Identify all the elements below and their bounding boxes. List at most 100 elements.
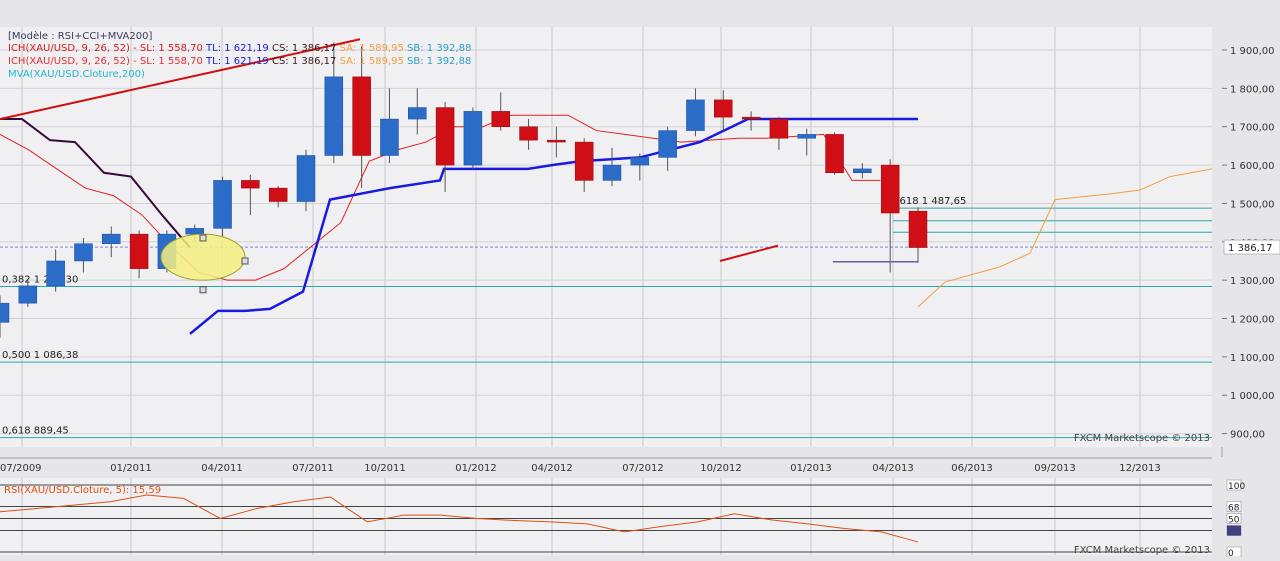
watermark-main: FXCM Marketscope © 2013 [1074, 433, 1210, 444]
rsi-line [0, 494, 919, 543]
y-tick-label: 1 300,00 [1230, 276, 1275, 287]
fib-label: 0,500 1 086,38 [2, 350, 78, 361]
legend-part: SA: 1 589,95 [336, 43, 403, 54]
y-axis-bg [1212, 27, 1280, 447]
price-tag-box [1223, 239, 1280, 255]
candle-body [686, 99, 705, 131]
overlay-annotations [0, 38, 918, 294]
legend-part: SB: 1 392,88 [404, 56, 471, 67]
candle-body [129, 233, 149, 269]
candle-body [0, 302, 10, 323]
grid [0, 27, 1212, 555]
rsi-level-box [1226, 501, 1242, 512]
ellipse-handle [241, 257, 249, 265]
rsi-level-label: 68 [1228, 503, 1240, 513]
legend-part: TL: 1 621,19 [203, 43, 269, 54]
senkou-line [917, 168, 1213, 308]
x-tick-label: 07/2012 [622, 463, 664, 474]
fib-label: 0,382 1 283,30 [2, 275, 78, 286]
candle-body [908, 210, 928, 248]
rsi-level-label: 0 [1228, 549, 1234, 557]
x-tick-label: 07/2011 [292, 463, 334, 474]
y-tick-label: 1 100,00 [1230, 353, 1275, 364]
candle-body [574, 141, 594, 181]
candle-body [268, 187, 288, 202]
x-tick-label: 12/2013 [1119, 463, 1161, 474]
legend-part: CS: 1 386,17 [269, 56, 337, 67]
mva200-line [0, 38, 361, 121]
rsi-level-box [1226, 479, 1242, 491]
rsi-plot-area [0, 478, 1212, 555]
fib-label: 0,618 1 487,65 [890, 196, 966, 207]
price-tag-label: 1 386,17 [1228, 243, 1273, 254]
model-label: [Modèle : RSI+CCI+MVA200] [8, 30, 152, 42]
candle-body [324, 76, 344, 156]
rsi-level-box [1226, 513, 1242, 524]
x-tick-label: 01/2011 [110, 463, 152, 474]
y-tick-label: 1 200,00 [1230, 315, 1275, 326]
candle-body [74, 243, 93, 262]
highlight-ellipse [160, 233, 246, 281]
x-axis: 07/2009 01/2011 04/2011 07/2011 10/2011 01/20… [0, 447, 1212, 478]
y-tick-label: 1 500,00 [1230, 199, 1275, 210]
candle-body [880, 164, 900, 214]
candle-body [352, 76, 371, 156]
candle-body [18, 285, 38, 304]
candle-body [547, 139, 566, 143]
y-tick-label: 1 800,00 [1230, 84, 1275, 95]
x-tick-label: 04/2013 [872, 463, 914, 474]
x-tick-label: 01/2013 [790, 463, 832, 474]
x-tick-label: 04/2011 [201, 463, 243, 474]
candle-body [741, 116, 761, 120]
candle-body [853, 168, 872, 174]
candle-body [185, 228, 204, 235]
mva-legend: MVA(XAU/USD.Cloture,200) [8, 69, 145, 80]
candle-body [102, 233, 121, 244]
x-axis-bg [0, 447, 1212, 478]
candle-body [714, 99, 733, 118]
y-tick-label: 1 900,00 [1230, 46, 1275, 57]
ich-legend-2: ICH(XAU/USD, 9, 26, 52) - SL: 1 558,70 T… [8, 56, 471, 67]
candle-body [435, 107, 455, 166]
x-tick-label: 01/2012 [455, 463, 497, 474]
x-tick-label: 10/2011 [364, 463, 406, 474]
legend-part: ICH(XAU/USD, 9, 26, 52) - SL: 1 558,70 [8, 56, 203, 67]
candle-body [630, 157, 650, 166]
y-tick-label: 1 000,00 [1230, 391, 1275, 402]
legend-part: SA: 1 589,95 [336, 56, 403, 67]
candle-body [296, 155, 316, 202]
candle-body [825, 134, 844, 174]
rsi-label: RSI(XAU/USD.Cloture, 5): 15,59 [4, 485, 161, 496]
y-tick-label: 900,00 [1230, 430, 1265, 441]
rsi-panel: 1006850320RSI(XAU/USD.Cloture, 5): 15,59 [0, 479, 1245, 559]
legend-part: CS: 1 386,17 [269, 43, 337, 54]
legend-part: ICH(XAU/USD, 9, 26, 52) - SL: 1 558,70 [8, 43, 203, 54]
chikou-line [0, 118, 191, 249]
ich-legend-1: ICH(XAU/USD, 9, 26, 52) - SL: 1 558,70 T… [8, 43, 471, 54]
candle-body [491, 111, 510, 127]
mva-segment [719, 244, 779, 262]
rsi-level-label: 100 [1228, 482, 1245, 492]
candle-body [658, 130, 677, 158]
candle-body [463, 111, 483, 166]
x-tick-label: 10/2012 [700, 463, 742, 474]
candle-body [213, 180, 232, 229]
ellipse-handle [199, 286, 207, 294]
y-tick-label: 1 700,00 [1230, 123, 1275, 134]
candle-body [380, 118, 399, 156]
legend-part: TL: 1 621,19 [203, 56, 269, 67]
candle-body [408, 107, 427, 120]
x-tick-label: 09/2013 [1034, 463, 1076, 474]
watermark-rsi: FXCM Marketscope © 2013 [1074, 545, 1210, 556]
fib-label: 0,618 889,45 [2, 426, 69, 437]
candle-body [241, 180, 260, 189]
ellipse-handle [199, 234, 207, 242]
legend-part: SB: 1 392,88 [404, 43, 471, 54]
candle-body [46, 260, 65, 287]
y-tick-label: 1 600,00 [1230, 161, 1275, 172]
rsi-level-label: 50 [1228, 516, 1240, 526]
candle-body [797, 134, 816, 139]
candle-body [519, 126, 538, 141]
